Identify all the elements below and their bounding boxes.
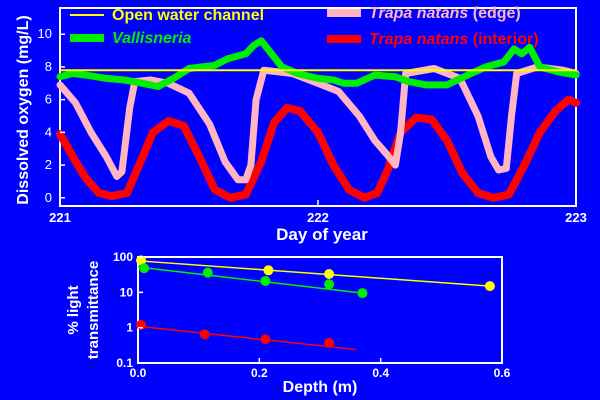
y-tick-label: 100 [113,250,133,264]
y-tick-label: 0 [45,190,52,205]
top-x-axis-ticks: 221 222 223 [49,200,587,225]
x-tick-label: 0.6 [494,366,511,380]
light-transmittance-chart: 100 10 1 0.1 0.0 0.2 0.4 0.6 Depth (m) % light… [65,250,511,396]
data-point-vall [324,279,335,290]
dissolved-oxygen-chart: 0 2 4 6 8 10 221 222 223 Open water channel Vall… [15,5,587,244]
data-point-open [324,269,335,280]
series-line-vall [56,37,580,90]
x-tick-label: 0.4 [372,366,389,380]
y-tick-label: 0.1 [116,356,133,370]
y-tick-label: 4 [45,124,52,139]
data-point-open [263,265,274,276]
x-tick-label: 0.2 [251,366,268,380]
legend-label: Open water channel [112,7,264,24]
top-y-axis-label: Dissolved oxygen (mg/L) [15,15,32,204]
y-tick-label: 1 [126,321,133,335]
top-legend: Open water channel Vallisneria Trapa natan… [70,5,539,48]
x-tick-label: 221 [49,210,71,225]
data-point-interior [260,334,271,345]
series-line-interior [56,95,580,202]
legend-item-edge: Trapa natans (edge) [327,5,521,22]
top-y-axis-ticks: 0 2 4 6 8 10 [38,26,65,205]
x-tick-label: 0.0 [130,366,147,380]
bottom-plot-area [137,256,503,364]
top-series-lines [56,37,580,202]
data-point-interior [324,337,335,348]
y-tick-label: 8 [45,59,52,74]
x-tick-label: 222 [307,210,329,225]
data-point-open [484,281,495,292]
bottom-series [136,255,495,351]
data-point-open [136,255,147,266]
data-point-vall [202,267,213,278]
legend-item-vall: Vallisneria [70,30,192,47]
bottom-y-axis-label-line1: % light [65,285,82,334]
data-point-vall [139,263,150,274]
y-tick-label: 6 [45,92,52,107]
x-tick-label: 223 [565,210,587,225]
y-tick-label: 10 [120,285,134,299]
legend-item-open: Open water channel [70,7,264,24]
bottom-y-axis-ticks: 100 10 1 0.1 [113,250,143,370]
legend-label: Trapa natans (interior) [369,31,539,48]
data-point-interior [199,329,210,340]
legend-label: Vallisneria [112,30,192,47]
fit-line-open [137,260,490,287]
fit-line-interior [137,325,357,351]
bottom-x-axis-ticks: 0.0 0.2 0.4 0.6 [130,358,511,380]
fit-line-vall [137,266,363,294]
legend-item-interior: Trapa natans (interior) [327,31,539,48]
bottom-y-axis-label-line2: transmittance [85,261,102,359]
bottom-x-axis-label: Depth (m) [283,379,358,396]
y-tick-label: 10 [38,26,52,41]
data-point-vall [357,288,368,299]
data-point-vall [260,275,271,286]
top-x-axis-label: Day of year [276,225,368,244]
legend-label: Trapa natans (edge) [369,5,521,22]
y-tick-label: 2 [45,157,52,172]
